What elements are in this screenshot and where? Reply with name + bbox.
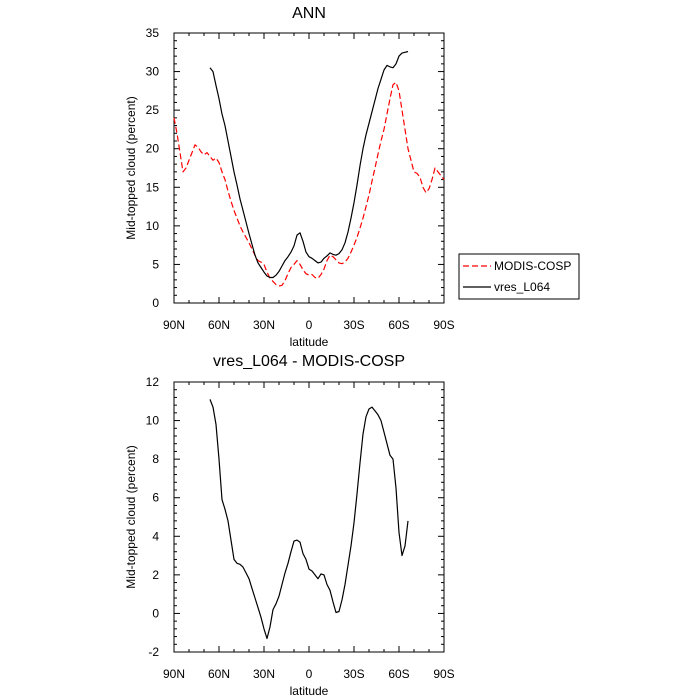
- top-chart-ylabel: Mid-topped cloud (percent): [124, 96, 138, 239]
- top-chart-panel: ANN Mid-topped cloud (percent) latitude …: [124, 5, 455, 349]
- bottom-x-tick-label: 60S: [388, 667, 409, 681]
- bottom-y-tick-label: 10: [146, 414, 160, 428]
- bottom-x-tick-label: 0: [306, 667, 313, 681]
- bottom-chart-ticks: 90N 60N 30N 0 30S 60S 90S -2 0 2 4 6 8 10 12: [146, 375, 455, 681]
- bottom-chart-xlabel: latitude: [290, 684, 329, 698]
- bottom-y-tick-label: -2: [148, 645, 159, 659]
- top-x-tick-label: 90N: [163, 318, 185, 332]
- bottom-y-tick-label: 8: [152, 452, 159, 466]
- bottom-chart-panel: vres_L064 - MODIS-COSP Mid-topped cloud …: [124, 353, 455, 698]
- top-y-tick-label: 15: [146, 180, 160, 194]
- top-y-tick-label: 10: [146, 219, 160, 233]
- top-chart-frame: [173, 32, 445, 304]
- bottom-x-tick-label: 30S: [343, 667, 364, 681]
- top-x-tick-label: 30N: [253, 318, 275, 332]
- top-y-tick-label: 0: [152, 296, 159, 310]
- bottom-y-tick-label: 6: [152, 491, 159, 505]
- bottom-y-tick-label: 2: [152, 568, 159, 582]
- bottom-x-tick-label: 90S: [433, 667, 454, 681]
- legend-label-modis: MODIS-COSP: [494, 259, 571, 273]
- top-chart-series: [173, 50, 445, 287]
- bottom-x-tick-label: 30N: [253, 667, 275, 681]
- top-y-tick-label: 30: [146, 65, 160, 79]
- top-chart-title: ANN: [292, 5, 326, 22]
- bottom-chart-title: vres_L064 - MODIS-COSP: [213, 353, 405, 370]
- top-x-tick-label: 30S: [343, 318, 364, 332]
- top-chart-xlabel: latitude: [290, 335, 329, 349]
- bottom-chart-frame: [173, 381, 445, 653]
- top-series-line-vres-l064: [209, 50, 409, 279]
- bottom-x-tick-label: 60N: [208, 667, 230, 681]
- legend-box: [458, 253, 580, 300]
- top-x-tick-label: 60N: [208, 318, 230, 332]
- top-x-tick-label: 0: [306, 318, 313, 332]
- top-x-tick-label: 60S: [388, 318, 409, 332]
- bottom-x-tick-label: 90N: [163, 667, 185, 681]
- top-chart-ticks: 90N 60N 30N 0 30S 60S 90S 0 5 10 15 20 25 30 35: [146, 26, 455, 332]
- bottom-y-tick-label: 0: [152, 606, 159, 620]
- bottom-chart-ylabel: Mid-topped cloud (percent): [124, 445, 138, 588]
- top-series-line-modis-cosp: [173, 81, 445, 287]
- top-y-tick-label: 25: [146, 103, 160, 117]
- bottom-y-tick-label: 4: [152, 529, 159, 543]
- bottom-chart-series: [209, 399, 409, 640]
- top-y-tick-label: 20: [146, 142, 160, 156]
- bottom-series-line-difference: [209, 399, 409, 640]
- top-y-tick-label: 5: [152, 257, 159, 271]
- bottom-y-tick-label: 12: [146, 375, 160, 389]
- legend-label-model: vres_L064: [494, 280, 550, 294]
- top-x-tick-label: 90S: [433, 318, 454, 332]
- top-y-tick-label: 35: [146, 26, 160, 40]
- legend: MODIS-COSP vres_L064: [458, 253, 580, 300]
